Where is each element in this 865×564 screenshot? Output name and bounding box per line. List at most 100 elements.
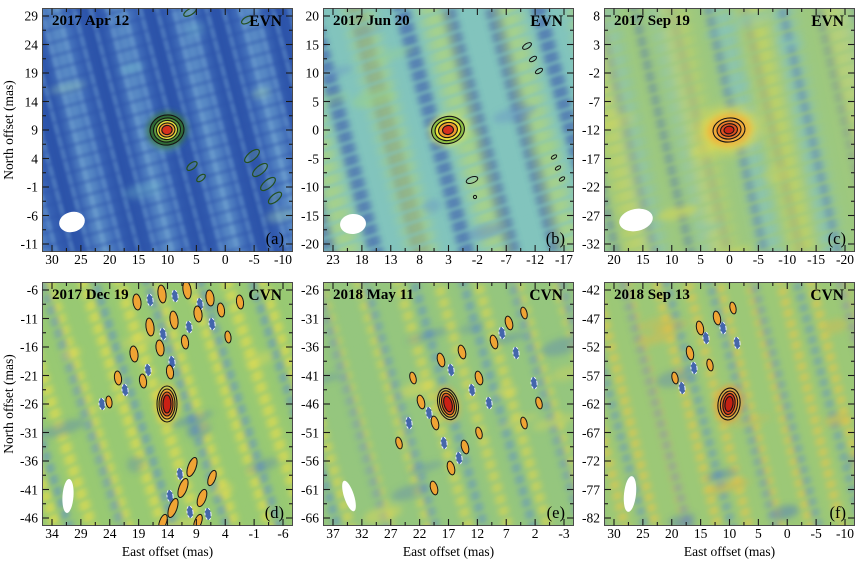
x-tick-label: -10 — [836, 526, 854, 541]
x-tick-label: 4 — [221, 526, 229, 541]
panel-d-map: 2017 Dec 19 CVN (d) — [42, 282, 293, 526]
x-tick-label: -10 — [778, 252, 797, 267]
x-tick-label: 24 — [103, 526, 117, 541]
panel-a-map: 2017 Apr 12 EVN (a) — [42, 8, 293, 252]
y-tick-label: 14 — [24, 93, 39, 109]
x-tick-label: 14 — [160, 526, 175, 541]
x-tick-label: 19 — [131, 526, 146, 541]
array-label: CVN — [810, 287, 844, 304]
x-tick-label: 25 — [636, 526, 650, 541]
x-tick-label: 10 — [160, 252, 175, 267]
panel-letter: (a) — [265, 229, 284, 248]
y-tick-label: -46 — [301, 396, 319, 412]
y-tick-label: -22 — [582, 179, 600, 195]
y-tick-label: -31 — [301, 310, 319, 326]
panel-d: -6 -11 -16 -21 -26 -31 -36 -41 -46 2017 Dec 19 C… — [16, 282, 293, 560]
panel-a-x-axis: 30 25 20 15 10 5 0 -5 -10 — [42, 252, 293, 268]
x-tick-label: 12 — [470, 526, 485, 541]
epoch-label: 2017 Sep 19 — [614, 13, 690, 29]
panel-letter: (f) — [829, 503, 846, 522]
y-tick-label: -17 — [582, 150, 600, 166]
y-tick-label: -67 — [582, 424, 600, 440]
x-tick-label: 25 — [74, 252, 88, 267]
y-tick-label: -16 — [20, 339, 38, 355]
x-tick-label: 13 — [384, 252, 398, 267]
y-tick-label: 10 — [305, 65, 320, 81]
x-tick-label: 15 — [636, 252, 650, 267]
epoch-label: 2017 Dec 19 — [52, 287, 129, 303]
panel-letter: (d) — [264, 503, 284, 522]
y-tick-label: 8 — [593, 8, 600, 24]
x-tick-label: -20 — [836, 252, 854, 267]
x-tick-label: 0 — [726, 252, 733, 267]
x-tick-label: 30 — [607, 526, 621, 541]
y-tick-label: -1 — [26, 179, 38, 195]
y-tick-label: -7 — [588, 93, 600, 109]
y-tick-label: -6 — [26, 282, 38, 298]
y-tick-label: -27 — [582, 207, 600, 223]
y-tick-label: -12 — [582, 122, 600, 138]
x-tick-label: 5 — [193, 252, 200, 267]
panel-d-x-axis: 34 29 24 19 14 9 4 -1 -6 — [42, 526, 293, 542]
y-tick-label: -26 — [20, 396, 38, 412]
panel-letter: (b) — [545, 229, 565, 248]
x-tick-label: -5 — [810, 526, 822, 541]
y-tick-label: -6 — [26, 207, 38, 223]
x-axis-title: East offset (mas) — [683, 544, 776, 559]
x-tick-label: 29 — [74, 526, 88, 541]
y-tick-label: -72 — [582, 453, 600, 469]
panel-c-x-axis: 20 15 10 5 0 -5 -10 -15 -20 — [604, 252, 855, 268]
y-tick-label: -15 — [301, 207, 319, 223]
x-tick-label: -1 — [248, 526, 260, 541]
panel-d-y-axis: -6 -11 -16 -21 -26 -31 -36 -41 -46 — [16, 282, 42, 526]
panel-f-map-canvas — [604, 282, 855, 526]
y-tick-label: 9 — [31, 122, 38, 138]
y-tick-label: -36 — [20, 453, 38, 469]
x-tick-label: 23 — [326, 252, 340, 267]
y-tick-label: -26 — [301, 282, 319, 298]
y-axis-title: North offset (mas) — [1, 80, 16, 180]
x-tick-label: 0 — [221, 252, 229, 267]
x-tick-label: 3 — [445, 252, 452, 267]
y-tick-label: -2 — [588, 65, 600, 81]
panel-f-map: 2018 Sep 13 CVN (f) — [604, 282, 855, 526]
panel-c-map-canvas — [604, 8, 855, 252]
panel-c: 8 3 -2 -7 -12 -17 -22 -27 -32 2017 Sep 19 EVN (c… — [578, 8, 855, 268]
panel-b-y-axis: 20 15 10 5 0 -5 -10 -15 -20 — [297, 8, 323, 252]
x-tick-label: -5 — [248, 252, 260, 267]
x-tick-label: 34 — [45, 526, 59, 541]
y-tick-label: -11 — [20, 236, 39, 252]
x-tick-label: 20 — [665, 526, 679, 541]
y-tick-label: -57 — [582, 367, 600, 383]
y-tick-label: -51 — [301, 424, 319, 440]
y-tick-label: 20 — [305, 8, 320, 24]
panel-a-y-axis: 29 24 19 14 9 4 -1 -6 -11 — [16, 8, 42, 252]
y-tick-label: 24 — [24, 36, 39, 52]
x-tick-label: 20 — [103, 252, 117, 267]
panel-f: -42 -47 -52 -57 -62 -67 -72 -77 -82 2018 Sep 13 … — [578, 282, 855, 560]
y-tick-label: -41 — [301, 367, 319, 383]
y-tick-label: -5 — [307, 150, 319, 166]
x-tick-label: 8 — [416, 252, 423, 267]
y-tick-label: 29 — [24, 8, 39, 24]
panel-e-map-canvas — [323, 282, 574, 526]
top-row: North offset (mas) 29 24 19 14 9 4 -1 -6 -11 201… — [1, 8, 865, 268]
x-tick-label: 30 — [45, 252, 59, 267]
x-tick-label: -10 — [274, 252, 292, 267]
y-tick-label: -21 — [20, 367, 38, 383]
panel-e-y-axis: -26 -31 -36 -41 -46 -51 -56 -61 -66 — [297, 282, 323, 526]
x-tick-label: 15 — [693, 526, 708, 541]
epoch-label: 2018 Sep 13 — [614, 287, 690, 303]
x-tick-label: 0 — [783, 526, 791, 541]
x-axis-title: East offset (mas) — [121, 544, 214, 559]
panel-letter: (e) — [546, 503, 565, 522]
x-tick-label: 18 — [355, 252, 369, 267]
y-tick-label: 5 — [312, 93, 319, 109]
x-tick-label: -15 — [807, 252, 826, 267]
x-tick-label: 5 — [755, 526, 762, 541]
x-tick-label: -3 — [558, 526, 570, 541]
y-tick-label: -47 — [582, 310, 600, 326]
x-tick-label: -7 — [500, 252, 512, 267]
y-tick-label: 0 — [312, 122, 319, 138]
